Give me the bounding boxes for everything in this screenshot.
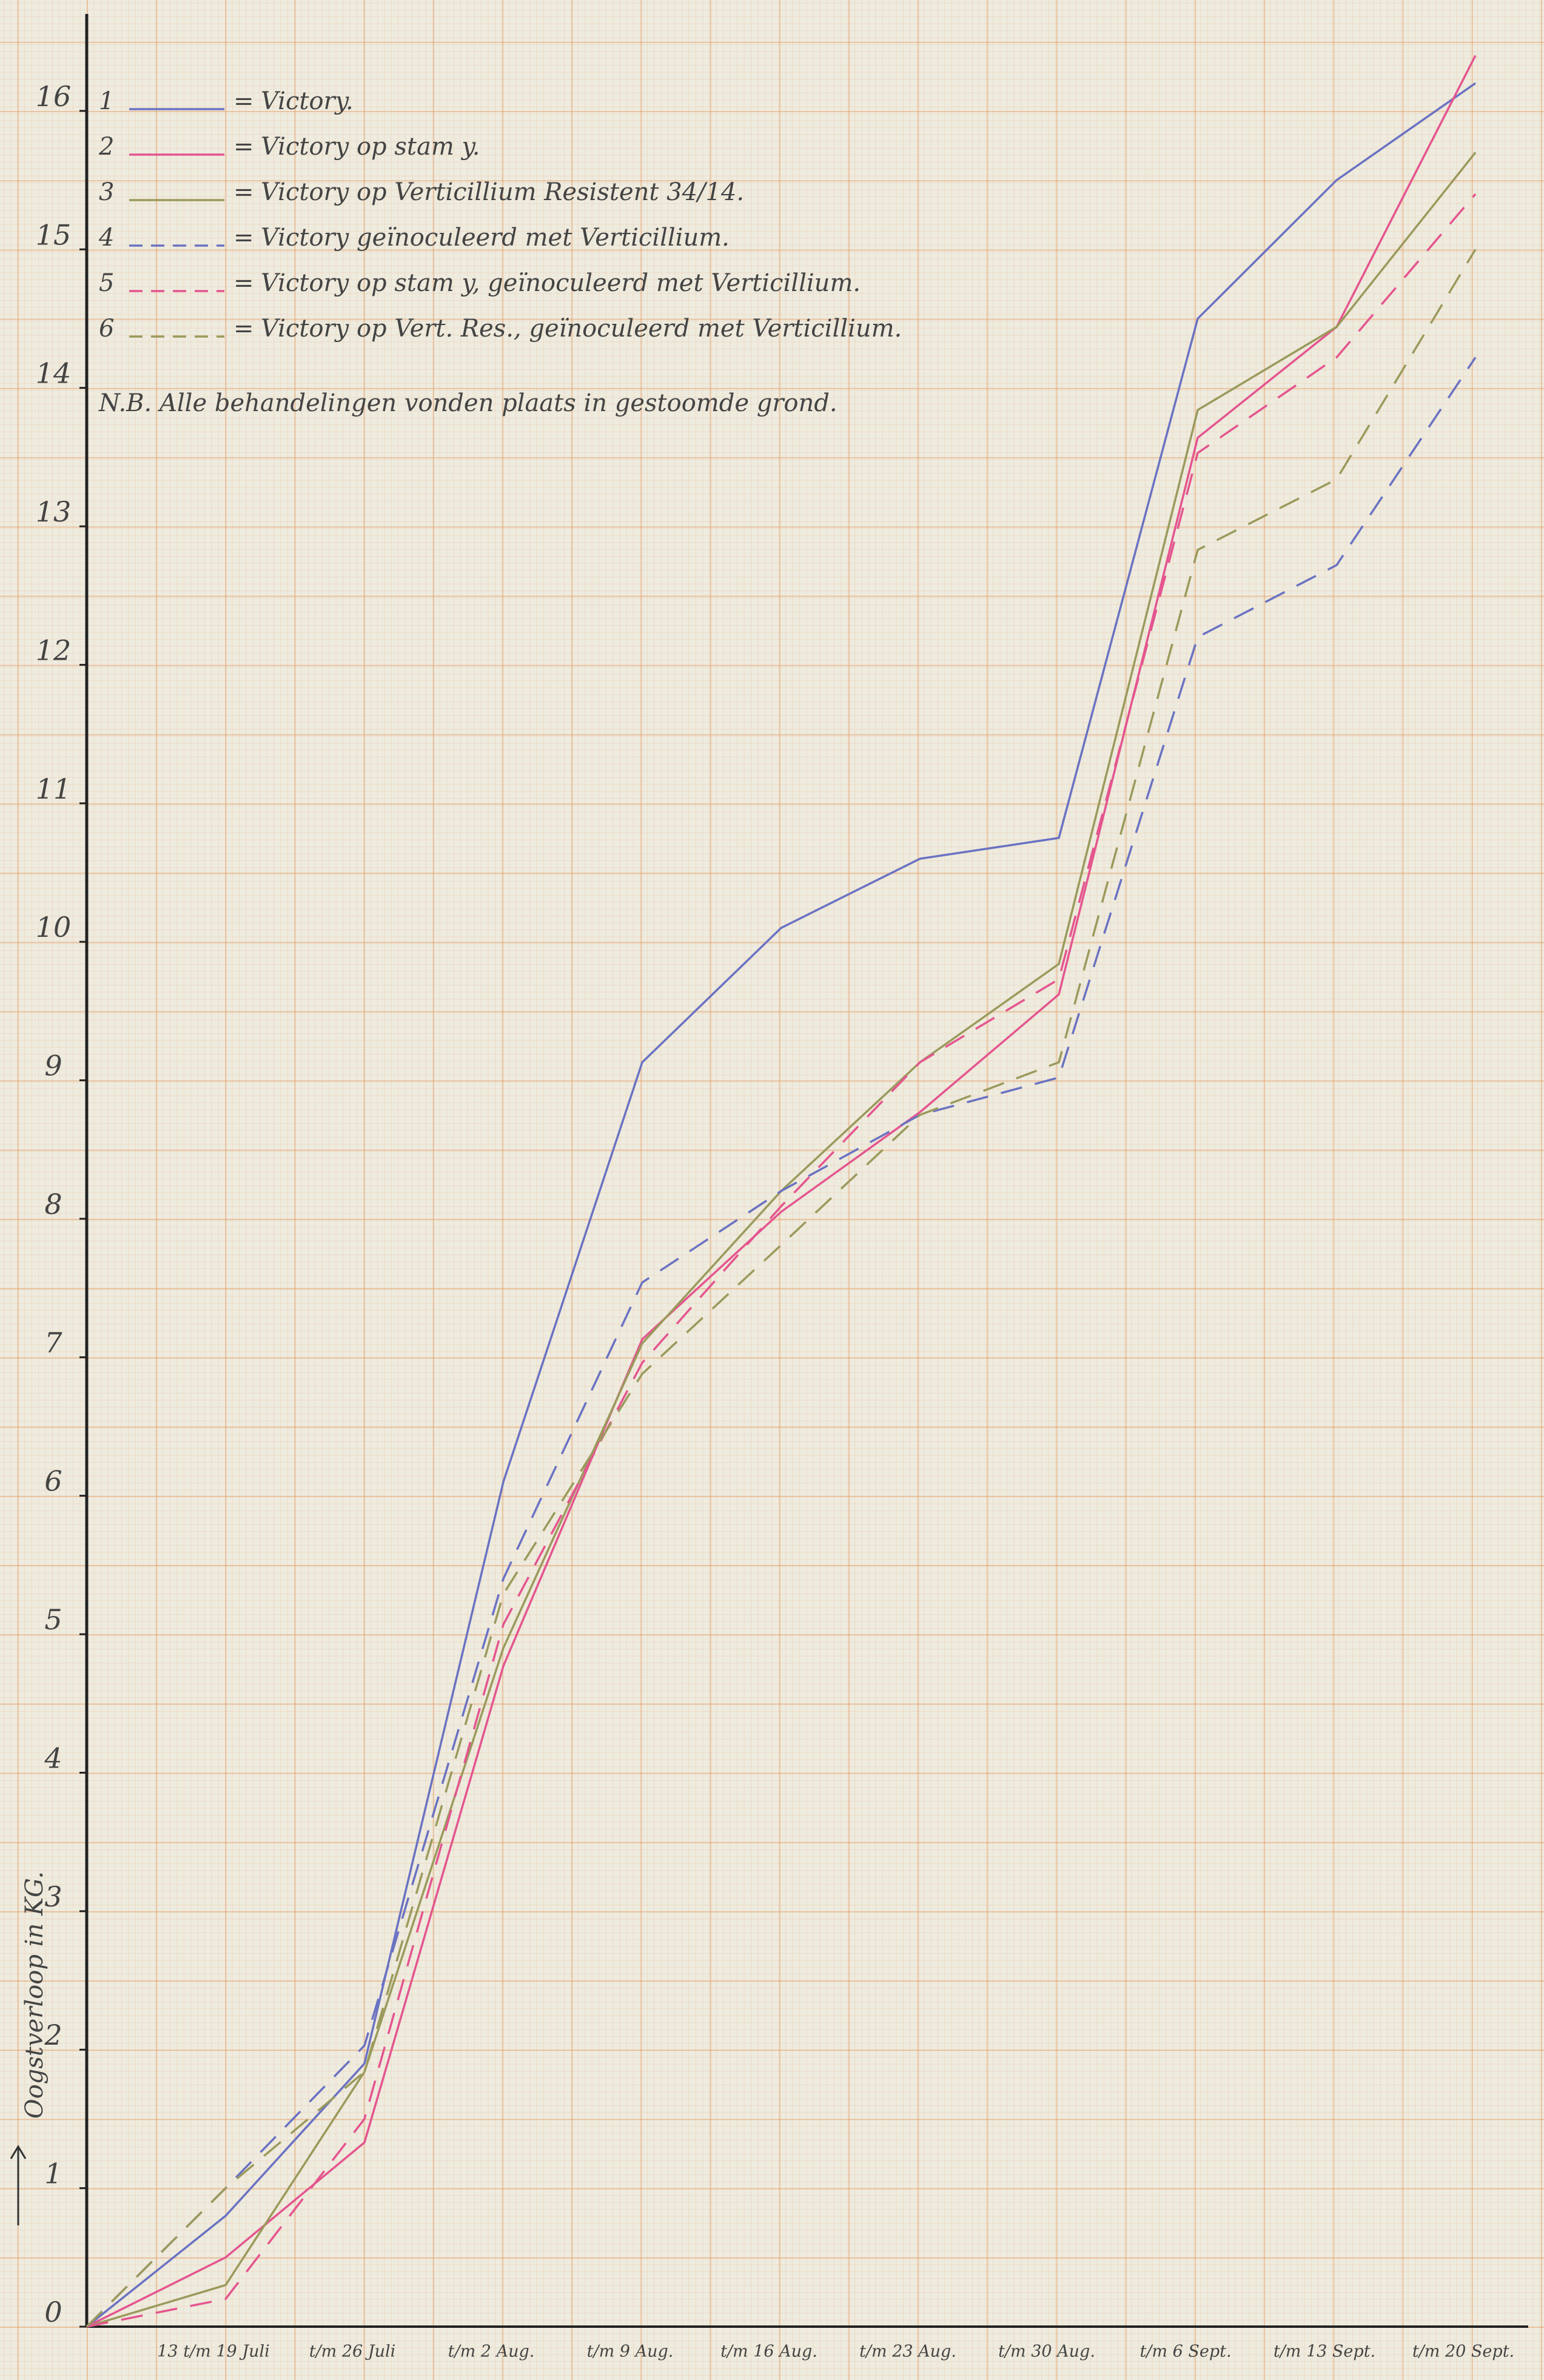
x-tick-label: t/m 2 Aug. <box>448 2342 535 2361</box>
legend-label: Victory geïnoculeerd met Verticillium. <box>261 224 730 252</box>
x-tick-label: t/m 23 Aug. <box>859 2342 956 2361</box>
legend-separator: = <box>233 178 254 206</box>
legend-label: Victory op Vert. Res., geïnoculeerd met … <box>261 315 902 343</box>
y-tick-label: 13 <box>36 495 72 528</box>
legend-separator: = <box>233 87 254 115</box>
y-label-arrow <box>10 2145 27 2225</box>
series-line <box>86 55 1477 2328</box>
legend-number: 1 <box>99 87 114 115</box>
y-tick-label: 10 <box>36 911 72 944</box>
x-tick-label: t/m 13 Sept. <box>1274 2342 1375 2361</box>
series-line <box>86 193 1477 2328</box>
x-tick-label: t/m 26 Juli <box>309 2342 396 2361</box>
y-tick-label: 15 <box>36 218 72 251</box>
legend-separator: = <box>233 269 254 297</box>
y-tick-label: 16 <box>36 80 72 113</box>
x-tick-label: t/m 30 Aug. <box>998 2342 1095 2361</box>
legend-label: Victory op stam y. <box>261 133 480 161</box>
y-tick-label: 12 <box>36 634 72 666</box>
legend-number: 4 <box>98 224 114 252</box>
series-line <box>86 82 1477 2328</box>
x-tick-label: t/m 9 Aug. <box>587 2342 674 2361</box>
note: N.B. Alle behandelingen vonden plaats in… <box>98 389 837 417</box>
y-tick-label: 6 <box>44 1465 62 1498</box>
y-tick-label: 5 <box>44 1603 62 1636</box>
legend-label: Victory op stam y, geïnoculeerd met Vert… <box>261 269 861 297</box>
y-axis-label: Oogstverloop in KG. <box>21 1871 49 2119</box>
y-tick-label: 8 <box>44 1188 62 1221</box>
y-tick-label: 2 <box>44 2019 62 2051</box>
y-tick-label: 0 <box>44 2296 62 2328</box>
legend-label: Victory. <box>261 87 354 115</box>
legend-number: 3 <box>99 178 114 206</box>
legend-number: 2 <box>98 133 114 161</box>
series-line <box>86 249 1477 2328</box>
x-tick-label: t/m 16 Aug. <box>720 2342 817 2361</box>
series-line <box>86 357 1477 2328</box>
legend-number: 5 <box>99 269 114 297</box>
y-tick-label: 4 <box>44 1741 62 1774</box>
y-tick-label: 9 <box>44 1050 62 1082</box>
legend-label: Victory op Verticillium Resistent 34/14. <box>261 178 744 206</box>
y-tick-label: 11 <box>36 773 72 805</box>
legend-number: 6 <box>99 315 114 343</box>
legend-separator: = <box>233 224 254 252</box>
y-tick-label: 14 <box>36 357 72 390</box>
x-tick-label: 13 t/m 19 Juli <box>157 2342 270 2361</box>
y-tick-label: 3 <box>44 1880 62 1913</box>
legend-separator: = <box>233 315 254 343</box>
y-tick-label: 1 <box>44 2157 62 2190</box>
legend-separator: = <box>233 133 254 161</box>
x-tick-label: t/m 6 Sept. <box>1140 2342 1231 2361</box>
y-tick-label: 7 <box>44 1326 62 1359</box>
series-line <box>86 152 1477 2328</box>
x-tick-label: t/m 20 Sept. <box>1412 2342 1514 2361</box>
